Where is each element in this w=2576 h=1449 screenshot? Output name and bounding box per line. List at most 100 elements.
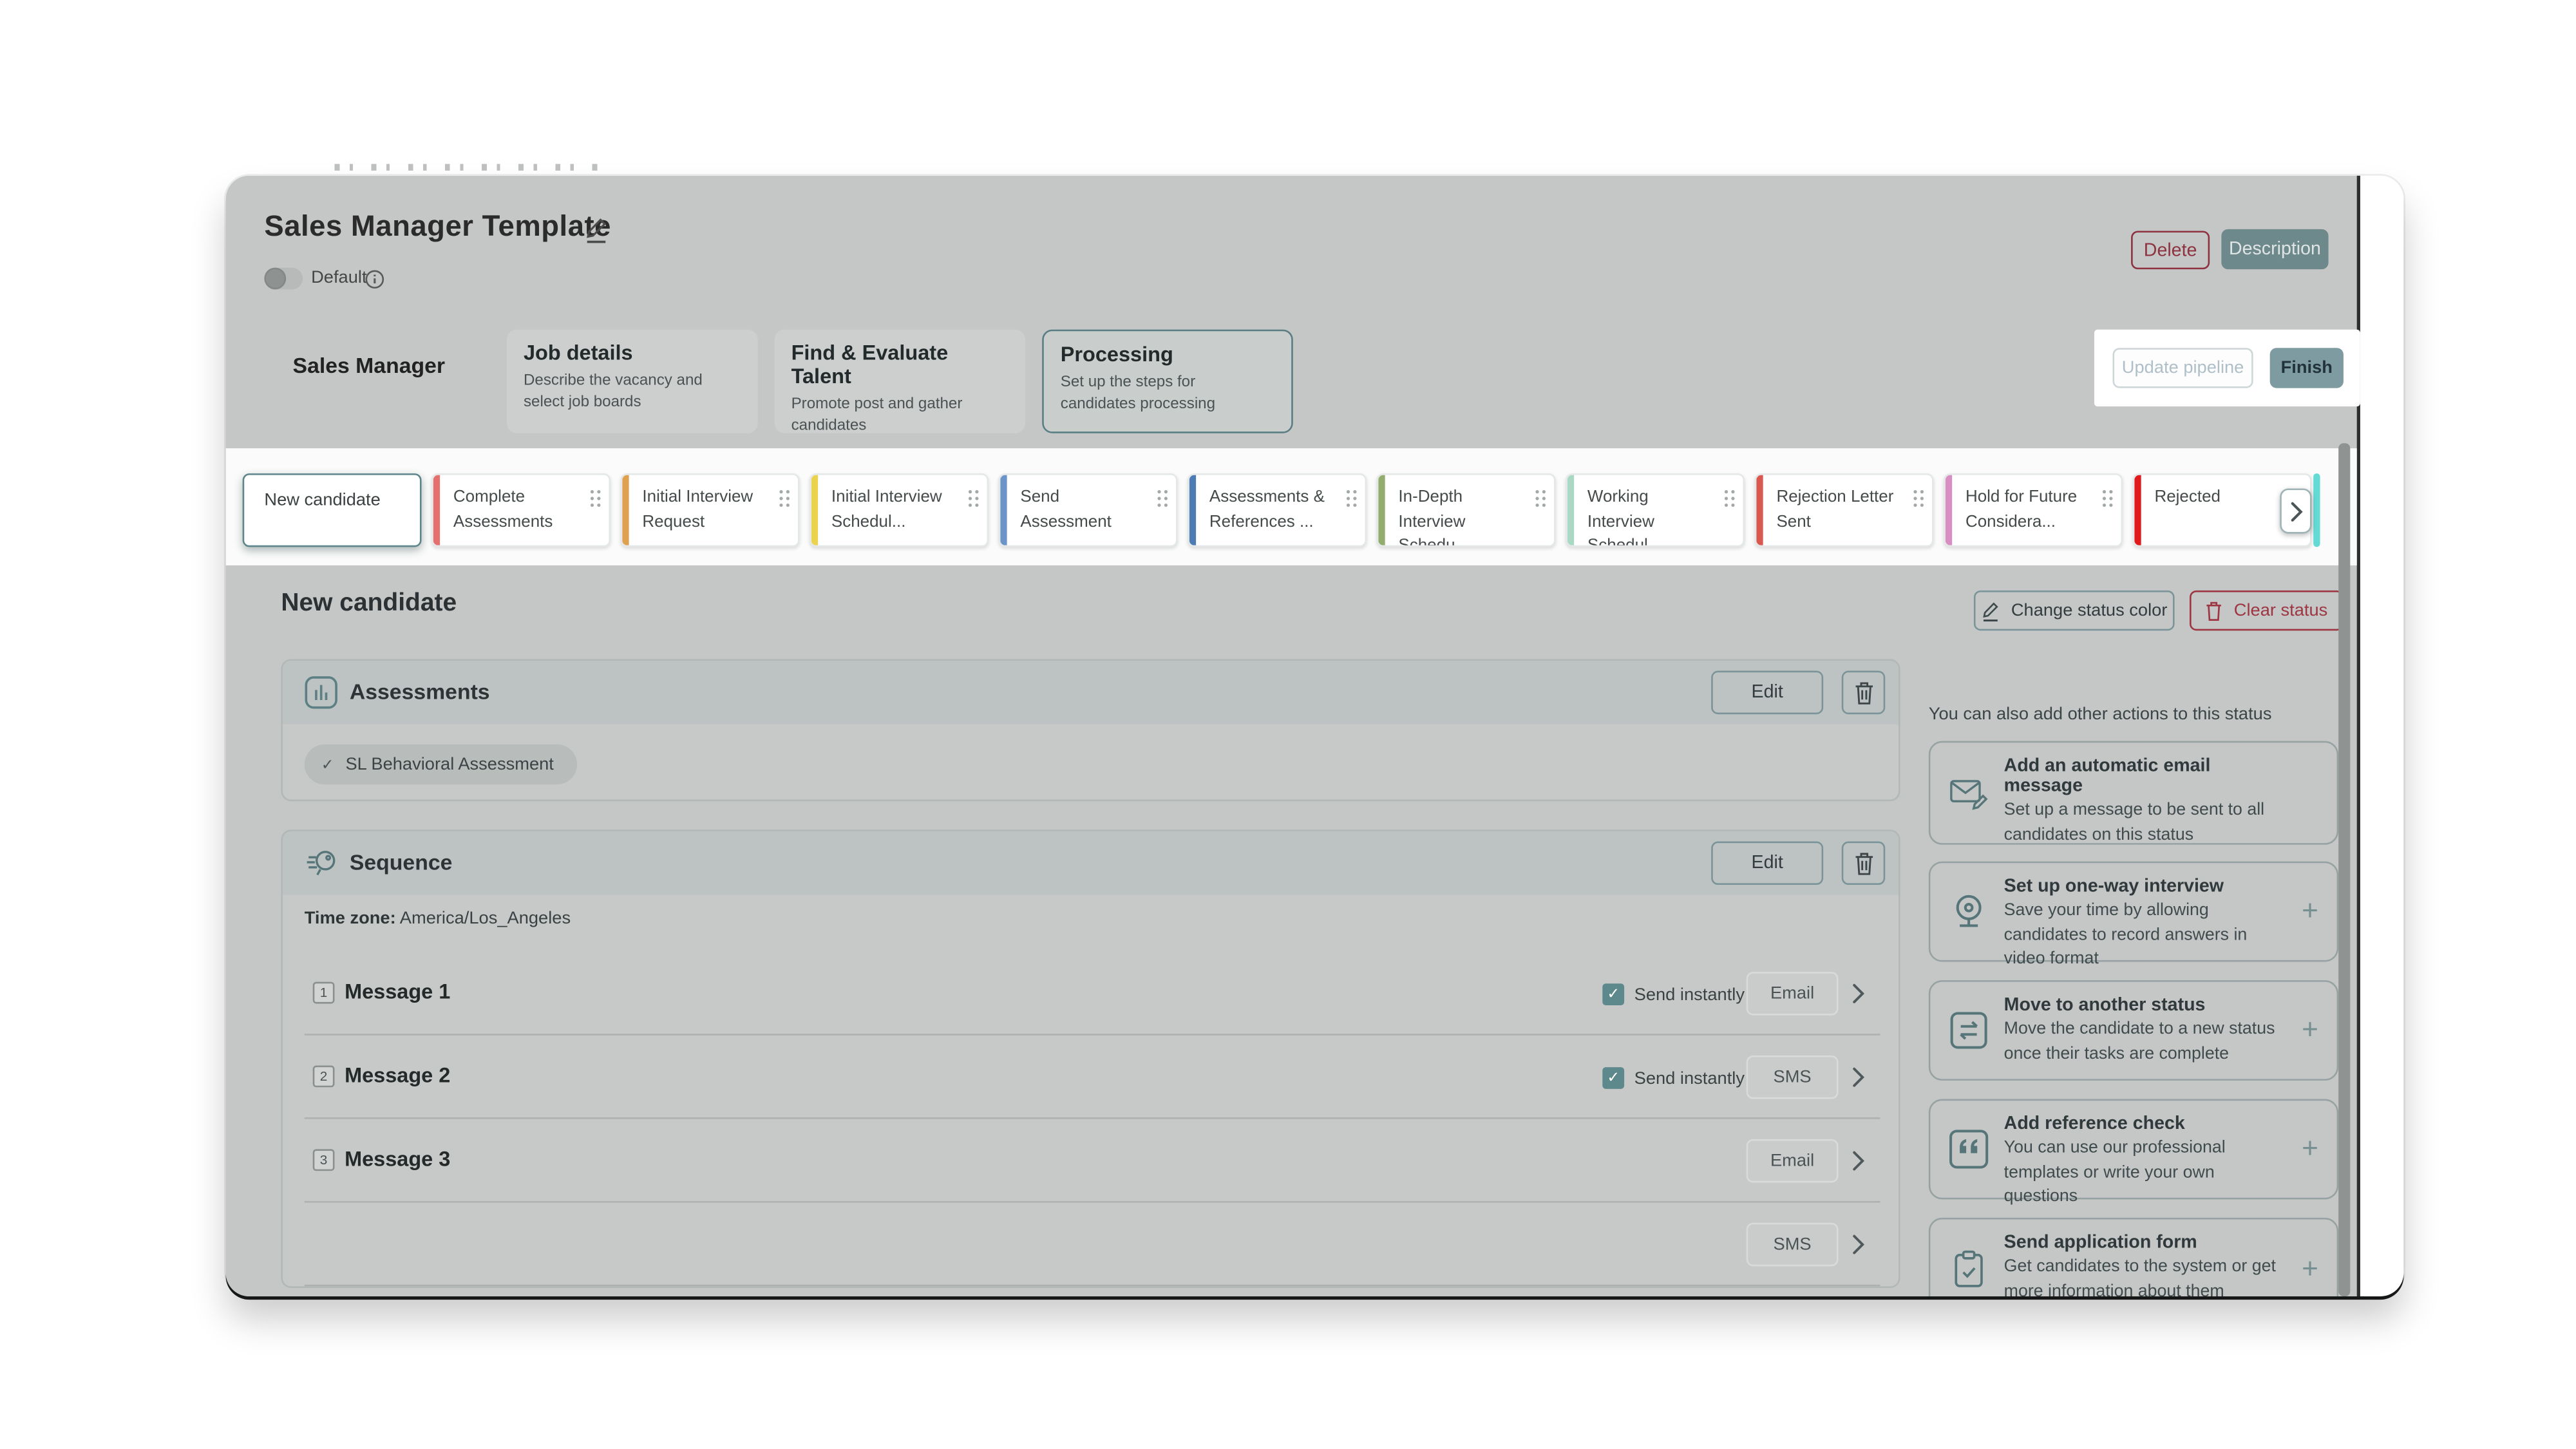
clipped-text-fragment <box>334 164 603 171</box>
chevron-right-icon[interactable] <box>2280 488 2312 534</box>
modal-body: Sales Manager Template Default Delete De… <box>225 175 2360 1296</box>
status-card[interactable]: Assessments & References ... <box>1188 473 1367 547</box>
timezone-value: America/Los_Angeles <box>399 908 571 929</box>
send-instantly-label: Send instantly <box>1634 1068 1745 1089</box>
drag-handle-icon[interactable] <box>2102 490 2107 494</box>
message-row: SMS <box>283 1220 1899 1270</box>
selected-status-heading: New candidate <box>281 589 457 618</box>
delete-button[interactable]: Delete <box>2131 231 2210 270</box>
assessments-card-header: Assessments Edit <box>282 660 1899 724</box>
message-row: 3 Message 3 Email <box>283 1136 1899 1186</box>
tab-processing[interactable]: Processing Set up the steps for candidate… <box>1042 329 1293 433</box>
next-status-peek <box>2313 473 2320 547</box>
trash-icon[interactable] <box>1841 841 1886 886</box>
action-card-move-status[interactable]: Move to another status Move the candidat… <box>1928 980 2339 1081</box>
message-number: 3 <box>312 1149 335 1171</box>
default-toggle[interactable] <box>264 267 303 290</box>
status-color-bar <box>1189 475 1197 545</box>
trash-icon <box>2207 601 2222 620</box>
change-status-color-button[interactable]: Change status color <box>1973 590 2175 631</box>
pencil-icon <box>1984 601 1999 621</box>
check-icon: ✓ <box>321 755 334 772</box>
drag-handle-icon[interactable] <box>968 490 972 494</box>
rocket-icon <box>305 846 338 880</box>
timezone-line: Time zone: America/Los_Angeles <box>304 908 571 929</box>
drag-handle-icon[interactable] <box>1913 490 1917 494</box>
pencil-icon[interactable] <box>583 216 609 244</box>
quote-icon <box>1949 1129 1989 1169</box>
move-status-icon <box>1949 1010 1989 1050</box>
row-divider <box>304 1117 1880 1119</box>
drag-handle-icon[interactable] <box>1346 490 1350 494</box>
sequence-edit-button[interactable]: Edit <box>1711 841 1824 886</box>
plus-icon[interactable]: + <box>2302 895 2318 927</box>
status-color-bar <box>1945 475 1953 545</box>
toggle-knob <box>264 267 287 290</box>
update-pipeline-button[interactable]: Update pipeline <box>2112 348 2253 388</box>
message-label: Message 3 <box>345 1147 451 1171</box>
chevron-right-icon[interactable] <box>1852 1066 1865 1088</box>
action-card-webcam[interactable]: Set up one-way interview Save your time … <box>1928 861 2339 969</box>
message-row: 1 Message 1 ✓ Send instantly Email <box>283 969 1899 1019</box>
action-card-clipboard-check[interactable]: Send application form Get candidates to … <box>1928 1217 2339 1296</box>
status-card[interactable]: Working Interview Schedul... <box>1566 473 1745 547</box>
sequence-title: Sequence <box>349 849 453 875</box>
sidebar-heading: You can also add other actions to this s… <box>1928 704 2272 724</box>
row-divider <box>304 1034 1880 1036</box>
status-color-bar <box>622 475 629 545</box>
finish-panel: Update pipeline Finish <box>2094 329 2360 407</box>
message-number: 2 <box>312 1065 335 1088</box>
webcam-icon <box>1949 891 1989 931</box>
status-card[interactable]: In-Depth Interview Schedu... <box>1376 473 1556 547</box>
status-card[interactable]: Initial Interview Schedul... <box>810 473 989 547</box>
chevron-right-icon[interactable] <box>1852 1149 1865 1171</box>
drag-handle-icon[interactable] <box>590 490 594 494</box>
assessment-chip[interactable]: ✓ SL Behavioral Assessment <box>304 744 578 785</box>
action-card-email-pencil[interactable]: Add an automatic email message Set up a … <box>1928 741 2339 845</box>
action-card-quote[interactable]: Add reference check You can use our prof… <box>1928 1099 2339 1206</box>
assessments-title: Assessments <box>349 679 490 705</box>
sequence-card-header: Sequence Edit <box>282 831 1899 895</box>
channel-button[interactable]: SMS <box>1746 1055 1839 1099</box>
drag-handle-icon[interactable] <box>779 490 783 494</box>
send-instantly-checkbox[interactable]: ✓ <box>1602 983 1625 1006</box>
pipeline-template-modal: Sales Manager Template Default Delete De… <box>225 175 2404 1296</box>
message-label: Message 2 <box>345 1063 451 1088</box>
status-card[interactable]: Complete Assessments <box>431 473 611 547</box>
drag-handle-icon[interactable] <box>1535 490 1539 494</box>
plus-icon[interactable]: + <box>2302 1132 2318 1164</box>
status-card[interactable]: Send Assessment <box>998 473 1178 547</box>
drag-handle-icon[interactable] <box>1724 490 1728 494</box>
status-card[interactable]: Hold for Future Considera... <box>1944 473 2123 547</box>
email-pencil-icon <box>1949 773 1989 813</box>
default-toggle-label: Default <box>311 267 367 288</box>
description-button[interactable]: Description <box>2221 229 2329 270</box>
vertical-scrollbar[interactable] <box>2338 443 2351 1296</box>
info-icon[interactable] <box>365 268 384 289</box>
status-card[interactable]: Rejection Letter Sent <box>1754 473 1934 547</box>
status-card[interactable]: Initial Interview Request <box>620 473 800 547</box>
channel-button[interactable]: SMS <box>1746 1222 1839 1267</box>
tab-job-details[interactable]: Job details Describe the vacancy and sele… <box>507 329 758 433</box>
chevron-right-icon[interactable] <box>1852 1233 1865 1255</box>
tab-find-evaluate-talent[interactable]: Find & Evaluate Talent Promote post and g… <box>774 329 1026 433</box>
finish-button[interactable]: Finish <box>2269 348 2344 388</box>
clear-status-button[interactable]: Clear status <box>2189 590 2344 631</box>
status-color-bar <box>2134 475 2141 545</box>
assessment-chip-label: SL Behavioral Assessment <box>345 754 554 775</box>
channel-button[interactable]: Email <box>1746 1139 1839 1183</box>
plus-icon[interactable]: + <box>2302 1014 2318 1046</box>
status-color-bar <box>1000 475 1007 545</box>
status-card[interactable]: New candidate <box>242 473 422 547</box>
pipeline-name-label: Sales Manager <box>292 353 446 379</box>
status-color-bar <box>1756 475 1763 545</box>
channel-button[interactable]: Email <box>1746 972 1839 1016</box>
drag-handle-icon[interactable] <box>1157 490 1161 494</box>
chevron-right-icon[interactable] <box>1852 982 1865 1004</box>
status-pipeline-band: New candidate Complete Assessments Initi… <box>225 448 2357 565</box>
trash-icon[interactable] <box>1841 670 1886 715</box>
assessments-edit-button[interactable]: Edit <box>1711 670 1824 715</box>
plus-icon[interactable]: + <box>2302 1253 2318 1285</box>
send-instantly-checkbox[interactable]: ✓ <box>1602 1067 1625 1089</box>
status-color-bar <box>1378 475 1385 545</box>
